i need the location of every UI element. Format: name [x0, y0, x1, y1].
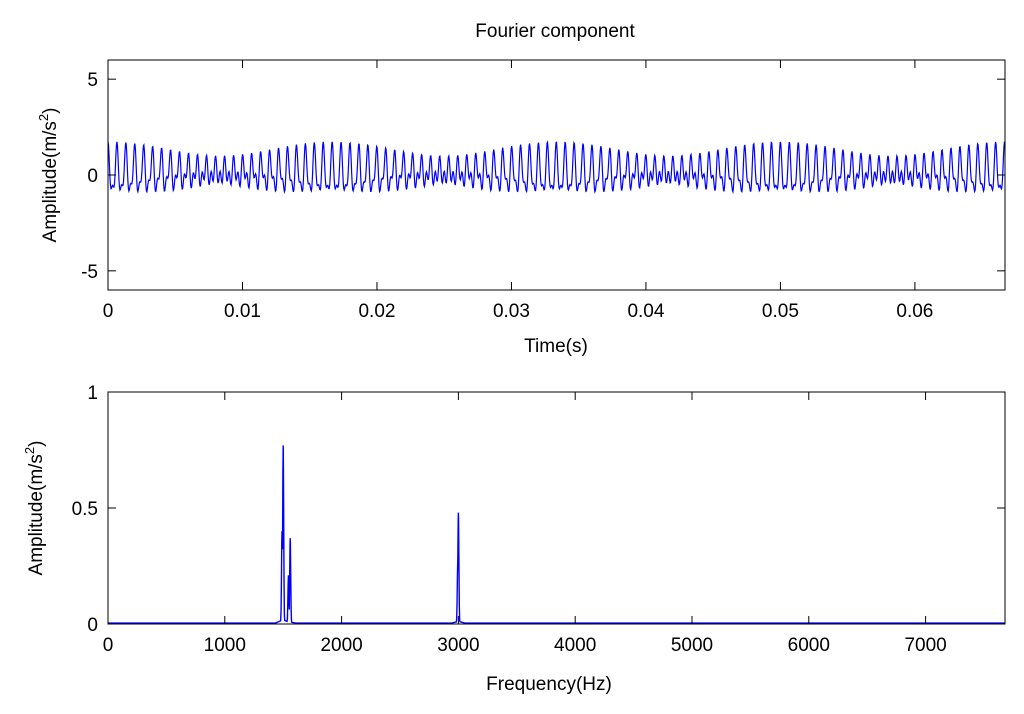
y-tick-label: 0 — [87, 615, 98, 636]
y-tick-label: 1 — [87, 383, 98, 404]
x-tick-label: 7000 — [904, 635, 946, 656]
x-tick-label: 0.05 — [762, 301, 799, 322]
freq-ylabel: Amplitude(m/s2) — [22, 441, 47, 576]
x-tick-label: 0 — [103, 301, 114, 322]
x-tick-label: 0.01 — [224, 301, 261, 322]
spectrum-path — [108, 445, 1005, 624]
x-tick-label: 0.02 — [358, 301, 395, 322]
spectrum-line — [108, 445, 1005, 624]
time-xlabel: Time(s) — [524, 336, 588, 357]
freq-axis-ticks: 0 1000 2000 3000 4000 5000 6000 7000 0 0.5 1 — [72, 383, 1005, 656]
y-tick-label: 5 — [87, 70, 98, 91]
freq-ylabel-sup: 2 — [22, 447, 37, 454]
time-domain-panel: 0 0.01 0.02 0.03 0.04 0.05 0.06-505 Time(s) Am… — [36, 59, 1006, 357]
y-tick-label: 0 — [87, 166, 98, 187]
freq-xlabel: Frequency(Hz) — [486, 674, 612, 695]
time-signal-line — [107, 140, 1006, 195]
x-tick-label: 0.04 — [627, 301, 664, 322]
time-ylabel-end: ) — [40, 108, 61, 114]
x-tick-label: 0.06 — [896, 301, 933, 322]
y-tick-label: -5 — [81, 262, 98, 283]
y-tick-label: 0.5 — [72, 499, 98, 520]
x-tick-label: 5000 — [671, 635, 713, 656]
x-tick-label: 4000 — [554, 635, 596, 656]
x-tick-label: 6000 — [788, 635, 830, 656]
frequency-domain-panel: 0 1000 2000 3000 4000 5000 6000 7000 0 0.5 1 Frequ… — [22, 383, 1006, 695]
time-axis-ticks: 0 0.01 0.02 0.03 0.04 0.05 0.06-505 — [81, 60, 1005, 322]
chart-title: Fourier component — [475, 21, 635, 42]
x-tick-label: 1000 — [204, 635, 246, 656]
freq-ylabel-main: Amplitude(m/s — [26, 454, 47, 575]
time-ylabel-sup: 2 — [36, 114, 51, 121]
x-tick-label: 2000 — [320, 635, 362, 656]
x-tick-label: 0 — [103, 635, 114, 656]
time-signal-path — [107, 140, 1006, 195]
freq-ylabel-end: ) — [26, 441, 47, 447]
x-tick-label: 0.03 — [493, 301, 530, 322]
time-plot-frame — [107, 59, 1006, 291]
x-tick-label: 3000 — [437, 635, 479, 656]
time-ylabel-main: Amplitude(m/s — [40, 121, 61, 242]
time-ylabel: Amplitude(m/s2) — [36, 108, 61, 243]
freq-plot-frame — [107, 391, 1006, 625]
